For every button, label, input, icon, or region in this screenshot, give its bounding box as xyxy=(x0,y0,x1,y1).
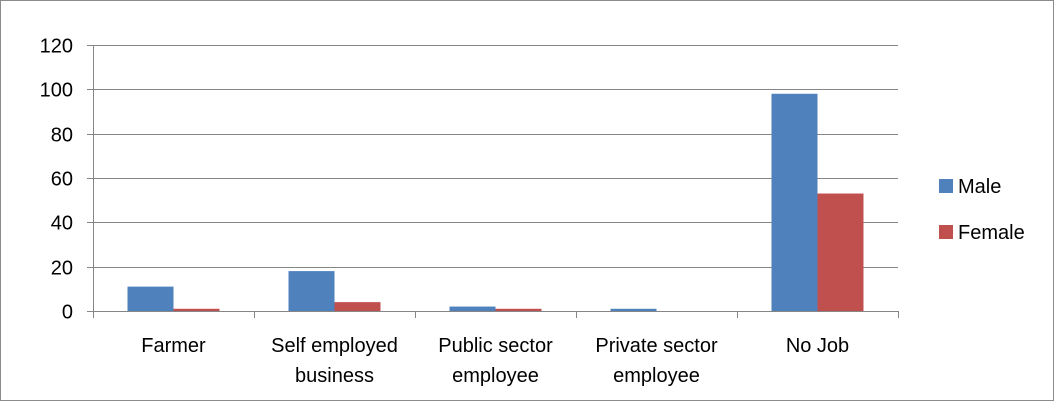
bar-male-3 xyxy=(610,308,657,311)
x-tick-label: Self employed xyxy=(271,335,398,357)
y-tick-label: 40 xyxy=(51,213,73,235)
legend-swatch-male xyxy=(939,179,953,193)
bars xyxy=(127,93,864,312)
gridlines xyxy=(93,45,898,268)
y-axis-tick-labels: 0 20 40 60 80 100 120 xyxy=(40,36,73,324)
bar-male-0 xyxy=(127,286,174,311)
bar-female-2 xyxy=(495,308,542,311)
y-tick-label: 0 xyxy=(62,302,73,324)
bar-male-1 xyxy=(288,271,335,311)
y-tick-label: 60 xyxy=(51,169,73,191)
axes xyxy=(87,45,899,318)
x-tick-label: business xyxy=(295,365,374,387)
legend-label-female: Female xyxy=(958,222,1025,244)
bar-male-4 xyxy=(771,93,818,312)
bar-female-1 xyxy=(334,302,381,311)
y-tick-label: 100 xyxy=(40,80,73,102)
x-tick-label: Private sector xyxy=(595,335,718,357)
x-tick-label: Farmer xyxy=(141,335,206,357)
x-tick-label: No Job xyxy=(786,335,849,357)
x-tick-label: employee xyxy=(452,365,539,387)
legend: Male Female xyxy=(939,176,1025,244)
x-axis-tick-labels: Farmer Self employed business Public sector… xyxy=(141,335,849,387)
legend-swatch-female xyxy=(939,225,953,239)
y-tick-label: 120 xyxy=(40,36,73,58)
bar-male-2 xyxy=(449,306,496,311)
bar-female-4 xyxy=(817,193,864,311)
legend-label-male: Male xyxy=(958,176,1001,198)
y-tick-label: 20 xyxy=(51,258,73,280)
bar-female-0 xyxy=(173,308,220,311)
x-tick-label: employee xyxy=(613,365,700,387)
y-tick-label: 80 xyxy=(51,125,73,147)
x-tick-label: Public sector xyxy=(438,335,553,357)
